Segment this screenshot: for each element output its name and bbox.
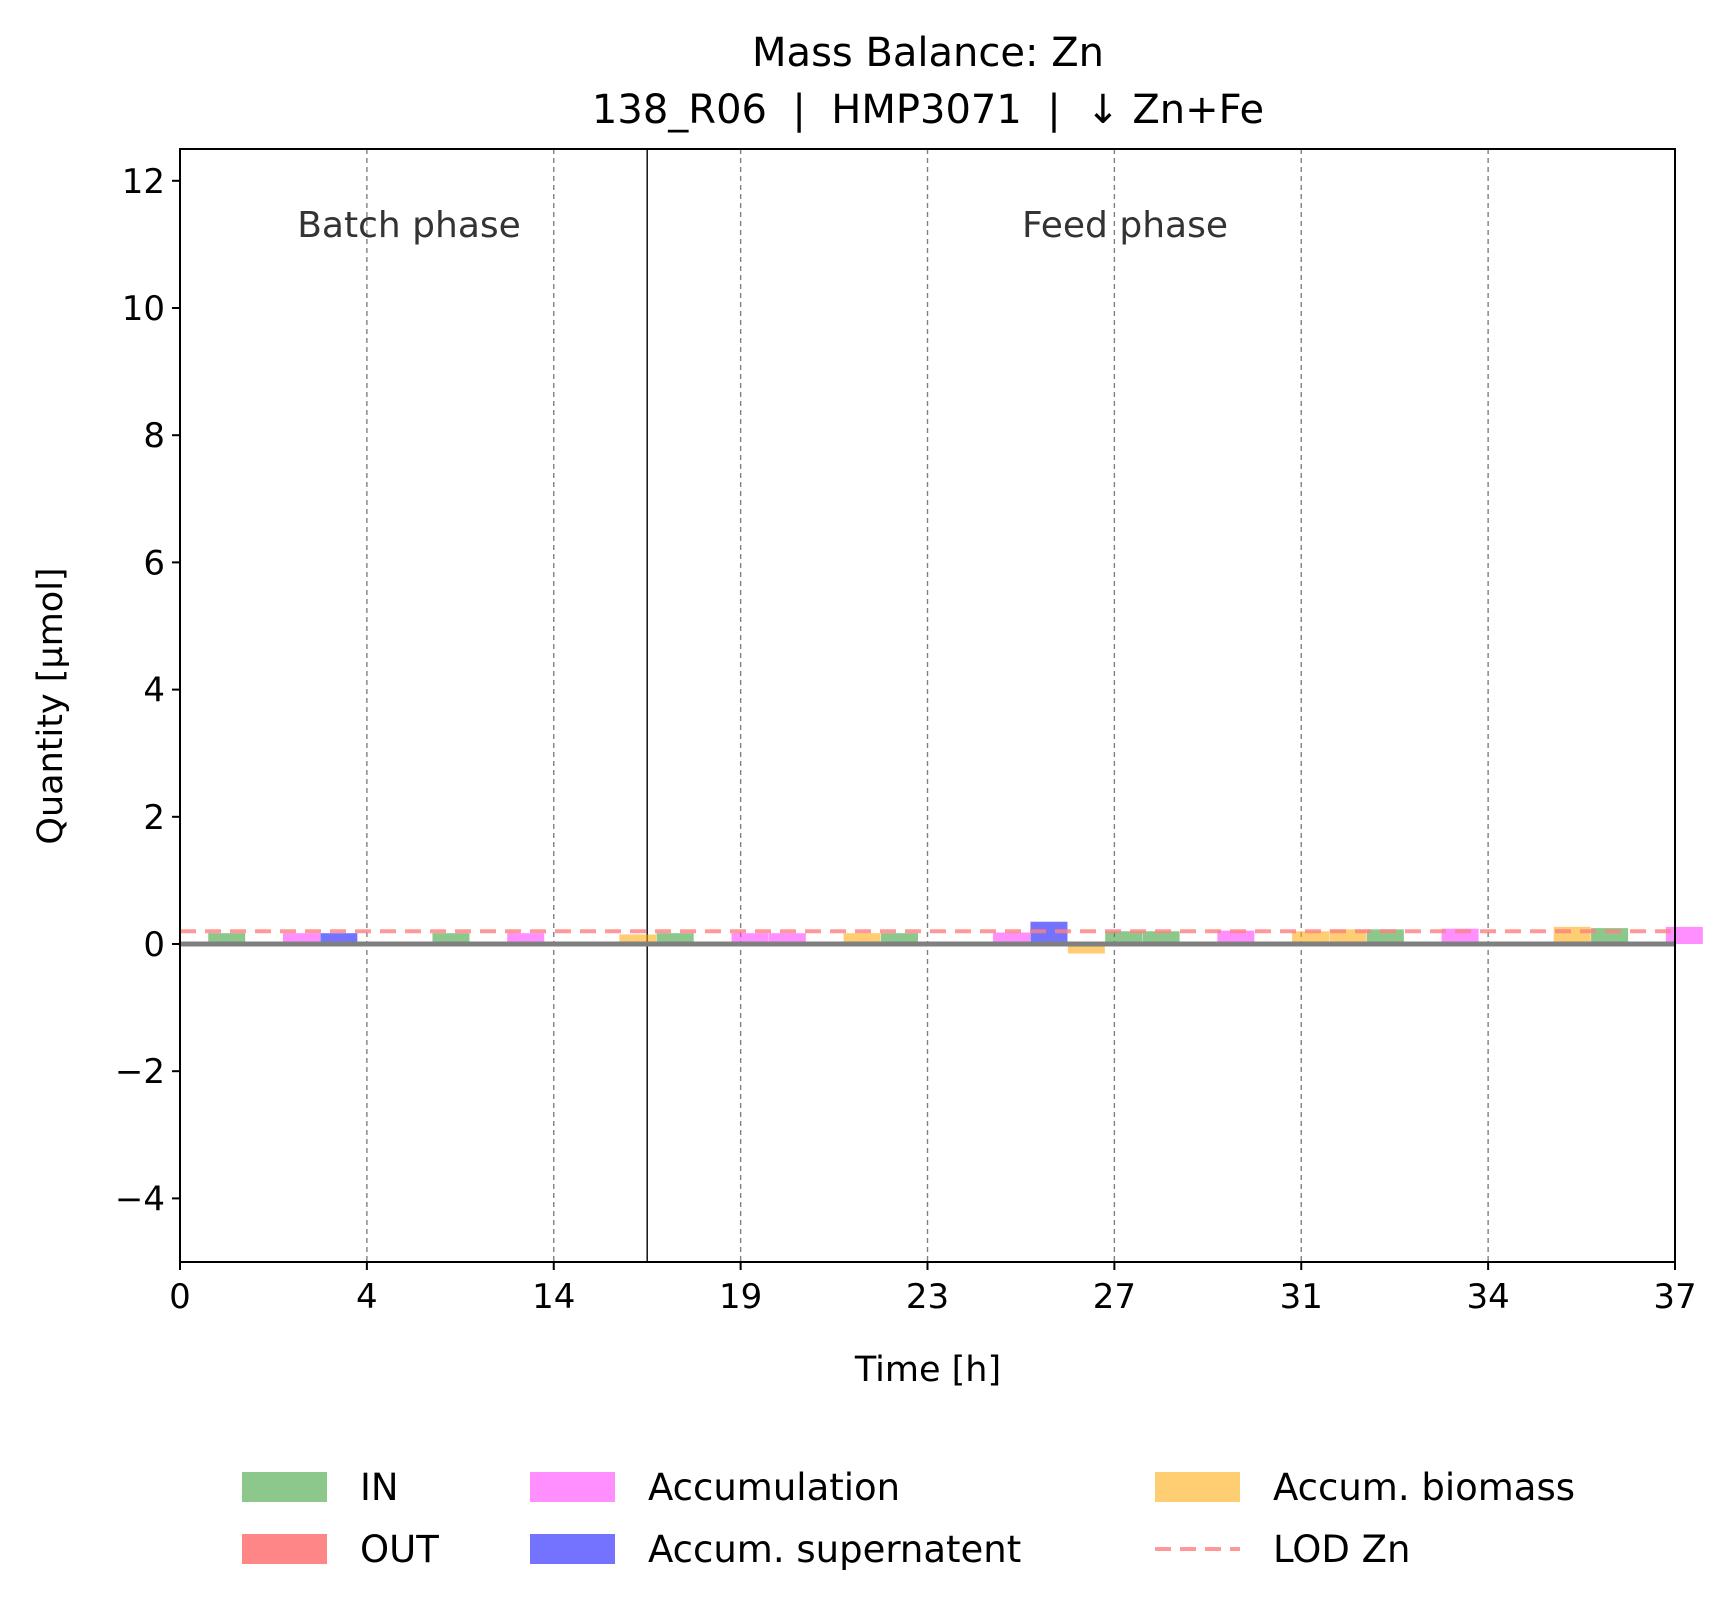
legend-swatch xyxy=(242,1534,327,1564)
bar xyxy=(731,933,769,944)
y-tick-label: 8 xyxy=(143,416,165,456)
legend-label: LOD Zn xyxy=(1273,1528,1410,1571)
legend-swatch xyxy=(530,1534,615,1564)
bar xyxy=(1142,931,1180,944)
x-tick-label: 27 xyxy=(1093,1277,1136,1317)
bar xyxy=(1067,944,1105,954)
bar xyxy=(1217,930,1255,944)
plot-area: Batch phase Feed phase xyxy=(180,149,1703,1262)
bar xyxy=(432,933,470,944)
bar xyxy=(208,933,246,944)
phase-label: Feed phase xyxy=(1022,205,1228,246)
bar xyxy=(619,934,657,944)
legend-label: Accumulation xyxy=(648,1466,900,1509)
x-tick-label: 34 xyxy=(1466,1277,1509,1317)
legend-label: OUT xyxy=(360,1528,439,1571)
chart-title: Mass Balance: Zn xyxy=(752,30,1104,76)
legend-label: IN xyxy=(360,1466,399,1509)
y-tick-label: 12 xyxy=(122,162,165,202)
bar xyxy=(320,933,358,944)
bar xyxy=(656,933,694,944)
x-axis-label: Time [h] xyxy=(854,1350,1001,1390)
x-tick-label: 37 xyxy=(1653,1277,1696,1317)
axes: −4 −2 0 2 4 6 8 10 12 0 4 14 19 23 27 31 34 37 xyxy=(115,162,1697,1317)
y-axis-label: Quantity [µmol] xyxy=(31,567,71,844)
bar xyxy=(1665,926,1703,944)
bar xyxy=(1105,931,1143,944)
y-tick-label: 6 xyxy=(143,543,165,583)
y-tick-label: 4 xyxy=(143,671,165,711)
bar xyxy=(768,933,806,944)
bar xyxy=(507,933,545,944)
bar xyxy=(880,933,918,944)
legend: IN OUT Accumulation Accum. supernatent Accum… xyxy=(242,1466,1575,1571)
y-tick-label: −4 xyxy=(115,1179,165,1219)
y-tick-label: 0 xyxy=(143,925,165,965)
x-tick-label: 31 xyxy=(1280,1277,1323,1317)
bar xyxy=(1292,931,1330,944)
bar xyxy=(1030,921,1068,944)
legend-swatch xyxy=(1155,1472,1240,1502)
legend-swatch xyxy=(242,1472,327,1502)
bar xyxy=(843,933,881,944)
y-tick-label: 2 xyxy=(143,798,165,838)
x-tick-label: 23 xyxy=(906,1277,949,1317)
x-tick-label: 4 xyxy=(356,1277,378,1317)
bar xyxy=(282,933,320,944)
legend-label: Accum. biomass xyxy=(1273,1466,1575,1509)
y-tick-label: −2 xyxy=(115,1052,165,1092)
legend-swatch xyxy=(530,1472,615,1502)
chart-subtitle: 138_R06 | HMP3071 | ↓ Zn+Fe xyxy=(592,87,1264,133)
y-tick-label: 10 xyxy=(122,289,165,329)
x-tick-label: 14 xyxy=(532,1277,575,1317)
x-tick-label: 19 xyxy=(719,1277,762,1317)
x-tick-label: 0 xyxy=(169,1277,191,1317)
phase-label: Batch phase xyxy=(297,205,521,246)
bar xyxy=(993,932,1031,944)
legend-label: Accum. supernatent xyxy=(648,1528,1021,1571)
